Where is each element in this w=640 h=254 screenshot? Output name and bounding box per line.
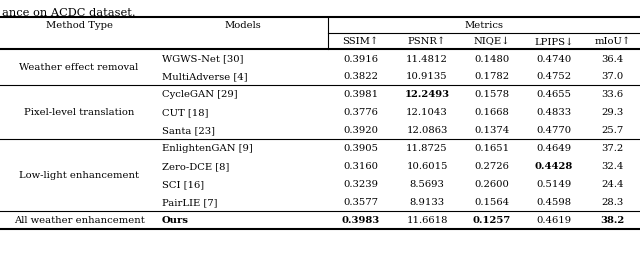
Text: Santa [23]: Santa [23] (162, 126, 215, 135)
Text: 0.3776: 0.3776 (343, 108, 378, 117)
Text: 0.4833: 0.4833 (536, 108, 572, 117)
Text: WGWS-Net [30]: WGWS-Net [30] (162, 54, 243, 63)
Text: 0.3981: 0.3981 (343, 90, 378, 99)
Text: 0.1578: 0.1578 (474, 90, 509, 99)
Text: MultiAdverse [4]: MultiAdverse [4] (162, 72, 248, 81)
Text: 8.9133: 8.9133 (410, 198, 445, 207)
Text: 0.4655: 0.4655 (536, 90, 572, 99)
Text: Ours: Ours (162, 216, 189, 225)
Text: LPIPS↓: LPIPS↓ (534, 37, 573, 46)
Text: 0.1782: 0.1782 (474, 72, 509, 81)
Text: 0.1374: 0.1374 (474, 126, 509, 135)
Text: 29.3: 29.3 (602, 108, 623, 117)
Text: 37.2: 37.2 (602, 144, 623, 153)
Text: 0.1564: 0.1564 (474, 198, 509, 207)
Text: Low-light enhancement: Low-light enhancement (19, 171, 139, 180)
Text: Metrics: Metrics (465, 21, 504, 30)
Text: 0.3577: 0.3577 (343, 198, 378, 207)
Text: 0.4752: 0.4752 (536, 72, 572, 81)
Text: 25.7: 25.7 (602, 126, 623, 135)
Text: 38.2: 38.2 (600, 216, 625, 225)
Text: 12.1043: 12.1043 (406, 108, 448, 117)
Text: mIoU↑: mIoU↑ (595, 37, 630, 46)
Text: 33.6: 33.6 (602, 90, 623, 99)
Text: 0.1651: 0.1651 (474, 144, 509, 153)
Text: EnlightenGAN [9]: EnlightenGAN [9] (162, 144, 253, 153)
Text: 24.4: 24.4 (601, 180, 624, 189)
Text: Pixel-level translation: Pixel-level translation (24, 108, 134, 117)
Text: 0.4598: 0.4598 (536, 198, 572, 207)
Text: 10.9135: 10.9135 (406, 72, 448, 81)
Text: 0.3916: 0.3916 (343, 54, 378, 63)
Text: CUT [18]: CUT [18] (162, 108, 209, 117)
Text: NIQE↓: NIQE↓ (474, 37, 510, 46)
Text: 11.4812: 11.4812 (406, 54, 448, 63)
Text: 8.5693: 8.5693 (410, 180, 444, 189)
Text: 0.3905: 0.3905 (343, 144, 378, 153)
Text: 28.3: 28.3 (602, 198, 623, 207)
Text: 0.3983: 0.3983 (341, 216, 380, 225)
Text: 0.4740: 0.4740 (536, 54, 572, 63)
Text: 11.6618: 11.6618 (406, 216, 448, 225)
Text: All weather enhancement: All weather enhancement (13, 216, 145, 225)
Text: ance on ACDC dataset.: ance on ACDC dataset. (2, 8, 136, 18)
Text: 0.5149: 0.5149 (536, 180, 572, 189)
Text: 12.0863: 12.0863 (406, 126, 448, 135)
Text: SCI [16]: SCI [16] (162, 180, 204, 189)
Text: Method Type: Method Type (45, 21, 113, 30)
Text: CycleGAN [29]: CycleGAN [29] (162, 90, 237, 99)
Text: 0.1668: 0.1668 (475, 108, 509, 117)
Text: PSNR↑: PSNR↑ (408, 37, 446, 46)
Text: 0.2726: 0.2726 (475, 162, 509, 171)
Text: Weather effect removal: Weather effect removal (19, 63, 139, 72)
Text: 37.0: 37.0 (602, 72, 623, 81)
Text: Zero-DCE [8]: Zero-DCE [8] (162, 162, 229, 171)
Text: 0.2600: 0.2600 (475, 180, 509, 189)
Text: 0.4649: 0.4649 (536, 144, 572, 153)
Text: 0.1480: 0.1480 (474, 54, 509, 63)
Text: 0.1257: 0.1257 (473, 216, 511, 225)
Text: 0.4619: 0.4619 (536, 216, 572, 225)
Text: 11.8725: 11.8725 (406, 144, 448, 153)
Text: 10.6015: 10.6015 (406, 162, 448, 171)
Text: 0.3239: 0.3239 (343, 180, 378, 189)
Text: Models: Models (225, 21, 261, 30)
Text: 0.3920: 0.3920 (343, 126, 378, 135)
Text: 36.4: 36.4 (602, 54, 623, 63)
Text: SSIM↑: SSIM↑ (342, 37, 379, 46)
Text: 32.4: 32.4 (602, 162, 624, 171)
Text: 0.3160: 0.3160 (343, 162, 378, 171)
Text: 0.4770: 0.4770 (536, 126, 572, 135)
Text: PairLIE [7]: PairLIE [7] (162, 198, 218, 207)
Text: 0.4428: 0.4428 (535, 162, 573, 171)
Text: 0.3822: 0.3822 (343, 72, 378, 81)
Text: 12.2493: 12.2493 (404, 90, 449, 99)
